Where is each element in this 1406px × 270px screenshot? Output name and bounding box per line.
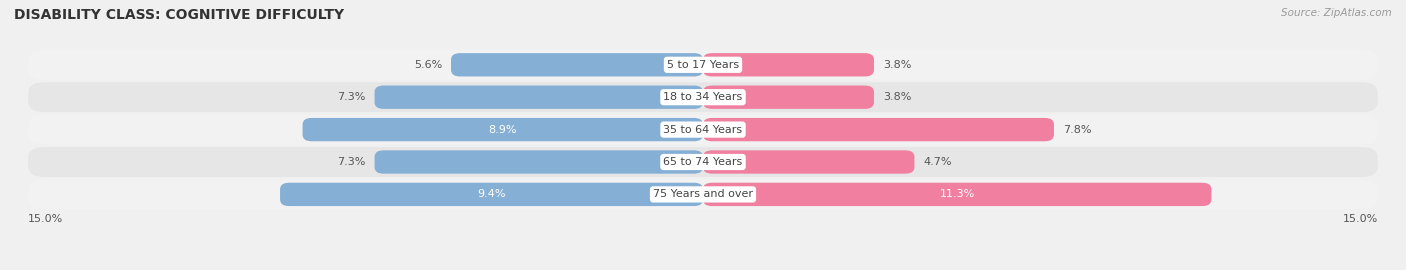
Text: 7.8%: 7.8% bbox=[1063, 124, 1091, 135]
FancyBboxPatch shape bbox=[703, 150, 914, 174]
Text: 11.3%: 11.3% bbox=[939, 189, 974, 200]
Text: 8.9%: 8.9% bbox=[488, 124, 517, 135]
Text: 5.6%: 5.6% bbox=[413, 60, 441, 70]
Text: Source: ZipAtlas.com: Source: ZipAtlas.com bbox=[1281, 8, 1392, 18]
Text: DISABILITY CLASS: COGNITIVE DIFFICULTY: DISABILITY CLASS: COGNITIVE DIFFICULTY bbox=[14, 8, 344, 22]
Text: 65 to 74 Years: 65 to 74 Years bbox=[664, 157, 742, 167]
FancyBboxPatch shape bbox=[703, 118, 1054, 141]
FancyBboxPatch shape bbox=[703, 183, 1212, 206]
Text: 9.4%: 9.4% bbox=[477, 189, 506, 200]
FancyBboxPatch shape bbox=[28, 115, 1378, 144]
FancyBboxPatch shape bbox=[703, 86, 875, 109]
FancyBboxPatch shape bbox=[280, 183, 703, 206]
Text: 7.3%: 7.3% bbox=[337, 157, 366, 167]
FancyBboxPatch shape bbox=[451, 53, 703, 76]
Text: 75 Years and over: 75 Years and over bbox=[652, 189, 754, 200]
FancyBboxPatch shape bbox=[374, 86, 703, 109]
Text: 3.8%: 3.8% bbox=[883, 60, 911, 70]
FancyBboxPatch shape bbox=[302, 118, 703, 141]
FancyBboxPatch shape bbox=[28, 147, 1378, 177]
Text: 7.3%: 7.3% bbox=[337, 92, 366, 102]
Text: 15.0%: 15.0% bbox=[1343, 214, 1378, 224]
Text: 3.8%: 3.8% bbox=[883, 92, 911, 102]
Text: 18 to 34 Years: 18 to 34 Years bbox=[664, 92, 742, 102]
Text: 4.7%: 4.7% bbox=[924, 157, 952, 167]
FancyBboxPatch shape bbox=[374, 150, 703, 174]
FancyBboxPatch shape bbox=[28, 180, 1378, 209]
Text: 5 to 17 Years: 5 to 17 Years bbox=[666, 60, 740, 70]
Text: 15.0%: 15.0% bbox=[28, 214, 63, 224]
Text: 35 to 64 Years: 35 to 64 Years bbox=[664, 124, 742, 135]
FancyBboxPatch shape bbox=[28, 50, 1378, 80]
FancyBboxPatch shape bbox=[28, 82, 1378, 112]
FancyBboxPatch shape bbox=[703, 53, 875, 76]
